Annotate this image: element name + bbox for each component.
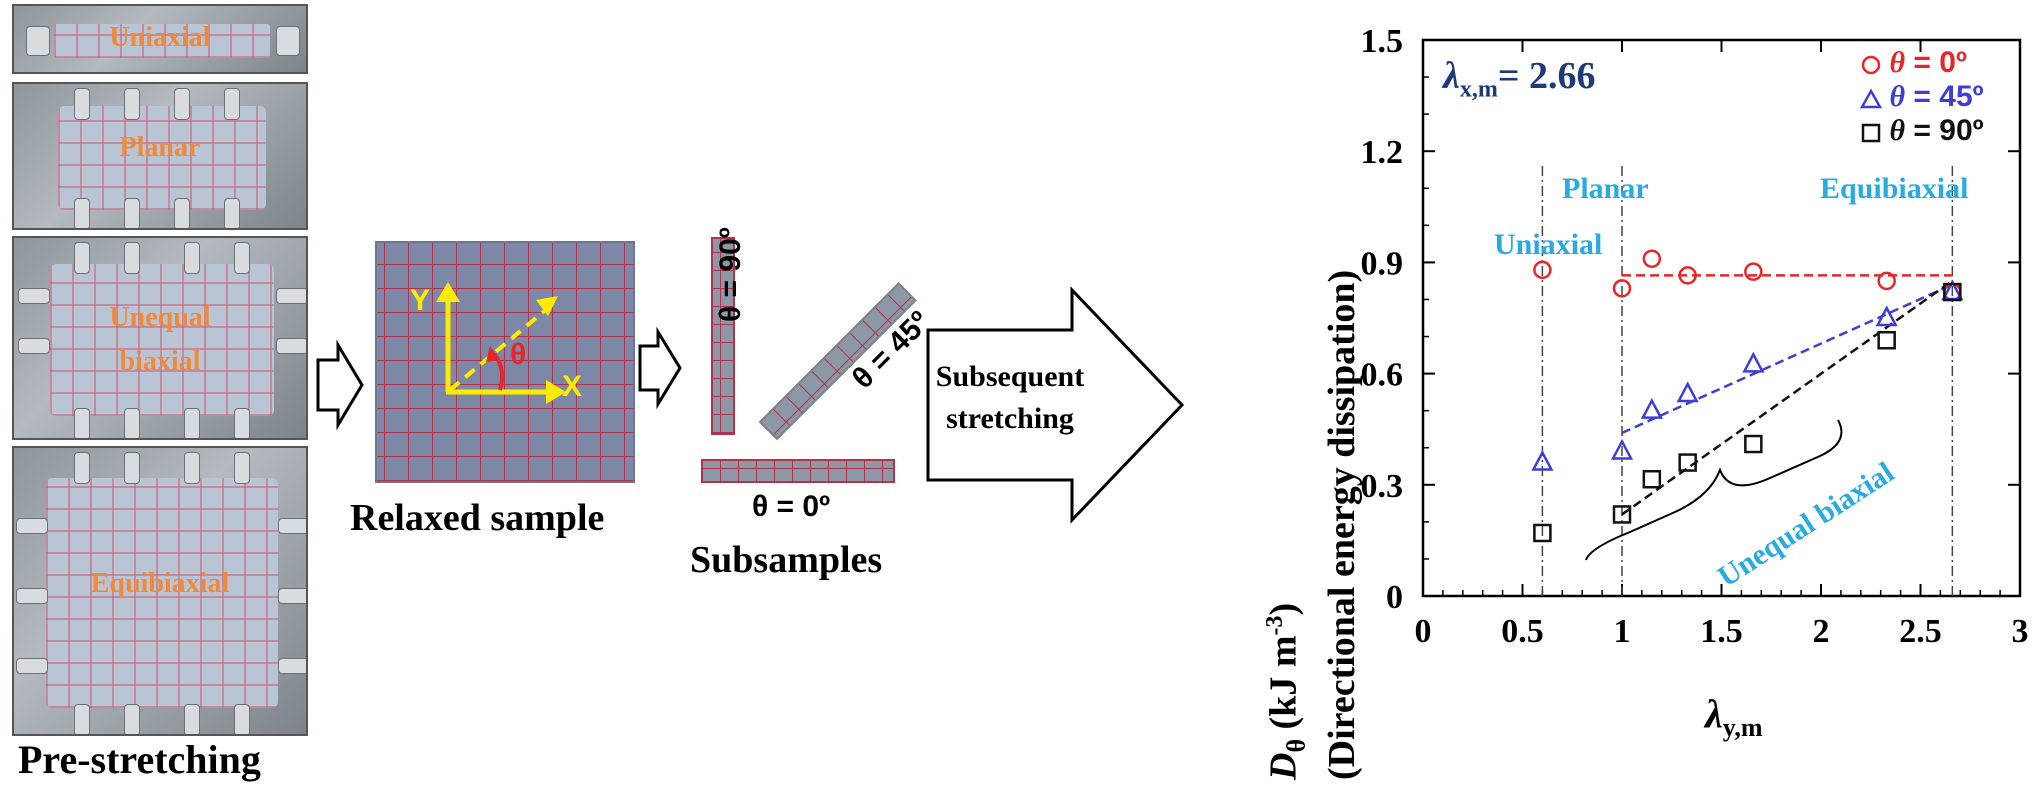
data-point-square [1678,453,1697,472]
data-point-triangle [1531,449,1554,471]
y-axis-label: Y [410,284,431,317]
workflow-graphic [316,237,1185,524]
data-point-square [1642,469,1662,489]
legend-symbol-2: θ [1889,114,1906,147]
subsample-strip-90 [711,237,735,435]
data-point-circle [1612,279,1632,298]
data-point-circle [1533,260,1552,280]
subsample-strip-0 [701,459,895,483]
stretching-arrow [926,286,1185,524]
annotation-uniaxial: Uniaxial [1494,228,1603,261]
hollow-arrow-icon [638,326,682,410]
photo-planar: Planar [12,82,308,230]
legend-item-2: θ = 90º [1860,114,1984,148]
photo-label-unequal-biaxial: Unequal biaxial [109,302,211,377]
pre-stretching-caption: Pre-stretching [18,737,261,782]
annotation-planar: Planar [1562,172,1649,205]
photo-equibiaxial: Equibiaxial [12,446,308,736]
theta-label: θ [510,338,527,371]
data-point-circle [1642,249,1662,268]
legend-item-0: θ = 0º [1860,46,1984,80]
x-tick-label: 2.5 [1899,613,1942,650]
legend-label-0: = 0º [1905,46,1967,79]
subsamples-caption: Subsamples [690,539,883,581]
subsample-label-0: θ = 0º [752,490,831,523]
legend-item-1: θ = 45º [1859,80,1984,114]
x-tick-label: 2 [1813,613,1830,650]
legend-square-icon [1861,123,1881,143]
data-point-square [1533,523,1552,543]
y-tick-label: 0.6 [1361,357,1404,394]
legend-label-1: = 45º [1905,80,1984,113]
data-point-circle [1678,266,1697,285]
legend-symbol-0: θ [1889,46,1906,79]
x-axis-label: X [562,370,583,403]
x-tick-label: 1 [1614,613,1631,650]
x-axis-symbol-sub: y,m [1722,713,1763,742]
legend: θ = 0º θ = 45º θ = 90º [1859,46,1984,148]
lambda-x-sub: x,m [1459,76,1498,103]
trend-line [1621,279,1954,516]
x-tick-label: 3 [2012,613,2029,650]
photo-unequal-biaxial: Unequal biaxial [12,236,308,440]
data-point-square [1943,282,1962,302]
photo-label-planar: Planar [119,132,201,163]
subsample-strip-45 [758,281,917,441]
annotation-equibiaxial: Equibiaxial [1820,172,1969,205]
unequal-biaxial-bracket [1585,419,1843,561]
hollow-arrow-icon [316,339,364,431]
x-tick-label: 0 [1415,613,1432,650]
theta-direction-arrow [448,306,550,392]
photo-uniaxial: Uniaxial [12,4,308,74]
subsample-label-90: θ = 90º [714,227,747,322]
x-axis-symbol: λ [1705,691,1723,736]
legend-label-2: = 90º [1905,114,1984,147]
y-tick-label: 1.2 [1361,134,1404,171]
y-tick-label: 0.9 [1361,245,1404,282]
x-tick-label: 1.5 [1700,613,1743,650]
data-point-square [1744,434,1763,454]
stretching-arrow-label: Subsequent stretching [935,360,1085,435]
photo-label-equibiaxial: Equibiaxial [90,568,230,599]
data-point-circle [1877,271,1896,291]
lambda-x-symbol: λ [1443,55,1460,97]
lambda-x-annotation: λx,m= 2.66 [1443,54,1596,104]
y-tick-label: 0 [1386,579,1403,616]
data-point-triangle [1742,351,1765,373]
data-point-triangle [1640,397,1663,419]
data-point-square [1612,505,1632,524]
photo-label-uniaxial: Uniaxial [109,22,211,53]
data-point-square [1877,330,1896,350]
x-axis-title: λy,m [1705,690,1763,743]
data-point-triangle [1676,381,1699,403]
legend-circle-icon [1861,55,1881,75]
y-tick-label: 0.3 [1361,468,1404,505]
lambda-x-value: = 2.66 [1497,55,1596,97]
legend-symbol-1: θ [1889,80,1906,113]
relaxed-sample-caption: Relaxed sample [350,497,605,539]
x-tick-label: 0.5 [1501,613,1544,650]
relaxed-sample [375,241,635,483]
y-axis-unit-sup: -3 [1262,615,1288,636]
energy-dissipation-chart: 0 0.5 1 1.5 2 2.5 3 0 0.3 0.6 0.9 1.2 1.5 [1361,23,2029,650]
y-tick-label: 1.5 [1361,23,1404,60]
data-point-triangle [1610,438,1634,460]
legend-triangle-icon [1859,88,1883,109]
data-point-triangle [1875,305,1898,327]
trend-line [1621,283,1953,435]
data-point-circle [1744,262,1763,281]
